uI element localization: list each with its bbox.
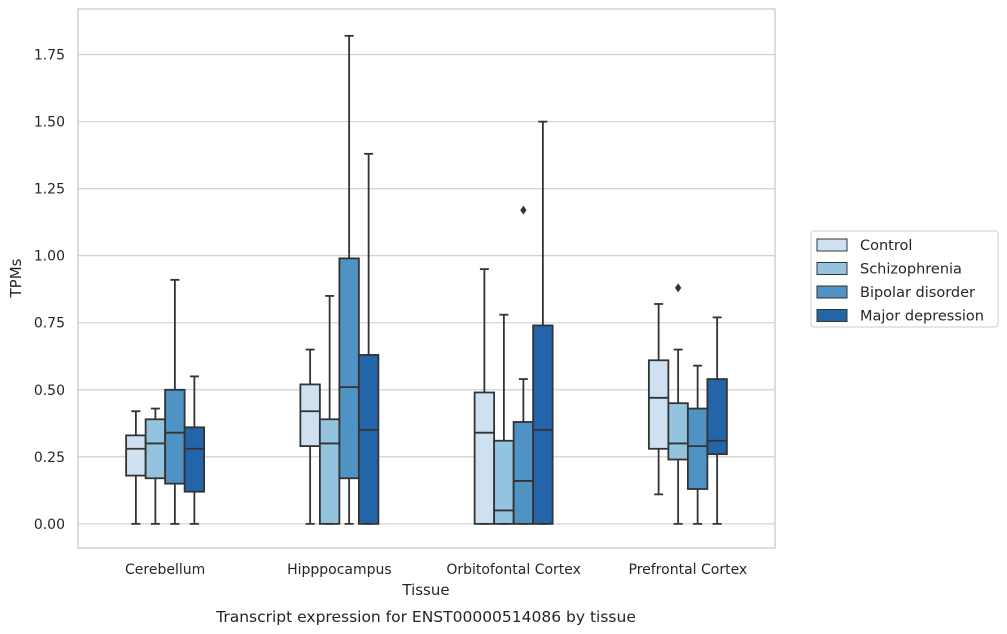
box-schizophrenia — [667, 283, 689, 525]
x-tick-label: Hipppocampus — [287, 562, 392, 578]
box-bipolar-disorder — [512, 205, 535, 525]
y-tick-labels: 0.00 0.25 0.50 0.75 1.00 1.25 1.50 1.75 — [34, 48, 65, 533]
x-tick-label: Orbitofontal Cortex — [446, 562, 581, 578]
box-major-depression — [532, 120, 554, 525]
box-major-depression — [357, 152, 380, 525]
iqr-box — [144, 418, 167, 480]
y-tick-label: 0.00 — [34, 517, 65, 533]
legend-label: Control — [860, 238, 912, 254]
iqr-box — [338, 257, 360, 480]
x-axis-title: Tissue — [401, 581, 449, 599]
legend-swatch — [816, 285, 848, 299]
y-tick-label: 1.75 — [34, 48, 65, 64]
iqr-box — [647, 359, 670, 450]
chart-caption: Transcript expression for ENST0000051408… — [215, 608, 636, 626]
y-tick-label: 0.75 — [34, 316, 65, 332]
box-schizophrenia — [493, 313, 515, 525]
iqr-box — [299, 383, 321, 447]
x-tick-label: Cerebellum — [125, 562, 205, 578]
x-tick-label: Prefrontal Cortex — [629, 562, 748, 578]
legend-frame — [810, 230, 999, 328]
legend-swatch — [816, 238, 848, 252]
iqr-box — [686, 407, 709, 490]
box-control — [647, 303, 670, 496]
y-tick-label: 0.25 — [34, 450, 65, 466]
box-groups — [125, 34, 728, 525]
iqr-box — [473, 391, 496, 525]
box-bipolar-disorder — [686, 364, 709, 525]
plot-frame — [77, 8, 776, 549]
y-tick-label: 1.50 — [34, 115, 65, 131]
legend-label: Schizophrenia — [860, 262, 962, 278]
iqr-box — [493, 439, 515, 525]
iqr-box — [532, 324, 554, 525]
box-schizophrenia — [144, 407, 167, 525]
iqr-box — [512, 421, 535, 525]
iqr-box — [164, 388, 186, 485]
legend-swatch — [816, 309, 848, 322]
x-tick-labels: Cerebellum Hipppocampus Orbitofontal Corte… — [125, 562, 747, 578]
outlier-point — [520, 205, 527, 215]
y-tick-label: 0.50 — [34, 383, 65, 399]
iqr-box — [125, 434, 147, 477]
y-axis-title: TPMs — [7, 258, 25, 298]
iqr-box — [706, 378, 728, 456]
box-major-depression — [706, 316, 728, 525]
box-control — [473, 268, 496, 525]
y-tick-label: 1.00 — [34, 249, 65, 265]
legend-label: Major depression — [860, 309, 984, 325]
outlier-point — [674, 283, 682, 293]
iqr-box — [318, 418, 341, 525]
legend-swatch — [816, 262, 848, 275]
box-bipolar-disorder — [338, 34, 360, 525]
iqr-box — [357, 354, 380, 525]
box-schizophrenia — [318, 295, 341, 525]
box-major-depression — [183, 375, 206, 525]
box-control — [299, 348, 321, 525]
y-tick-label: 1.25 — [34, 182, 65, 198]
legend-label: Bipolar disorder — [860, 285, 975, 301]
iqr-box — [667, 402, 689, 461]
iqr-box — [183, 426, 206, 493]
legend: Control Schizophrenia Bipolar disorder Majo… — [810, 230, 999, 328]
